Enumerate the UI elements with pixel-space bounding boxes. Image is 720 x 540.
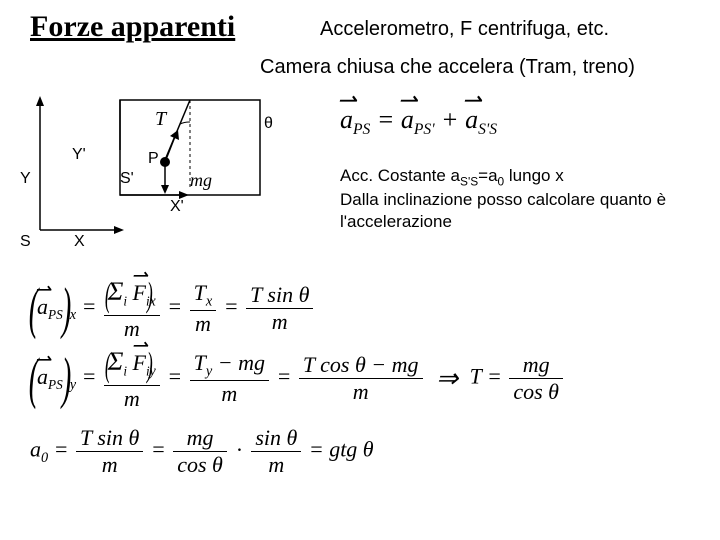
label-P: P — [148, 150, 159, 168]
force-diagram: θ Y' Y S S' X X' P T mg — [20, 90, 280, 250]
eq-x-component: (aPS)x = (Σi Fi)x m = Tx m = T sin θ m — [30, 275, 315, 342]
subtitle-caption: Camera chiusa che accelera (Tram, treno) — [260, 56, 635, 79]
label-Y: Y — [20, 170, 31, 188]
label-Xp: X' — [170, 198, 184, 216]
explanation-text: Acc. Costante aS'S=a0 lungo x Dalla incl… — [340, 165, 666, 232]
theta-label: θ — [264, 115, 273, 133]
label-T: T — [155, 108, 166, 131]
eq-y-component: (aPS)y = (Σi Fi)y m = Ty − mg m = T cos … — [30, 345, 565, 412]
vec-aPSp: a — [401, 105, 414, 135]
page-title: Forze apparenti — [30, 10, 235, 44]
vec-aSpS: a — [465, 105, 478, 135]
subtitle-right: Accelerometro, F centrifuga, etc. — [320, 18, 609, 41]
eq-aps-vector: aPS = aPS' + aS'S — [340, 105, 497, 139]
vec-aPS: a — [340, 105, 353, 135]
label-mg: mg — [190, 170, 212, 191]
label-Sp: S' — [120, 170, 134, 188]
label-X: X — [74, 233, 85, 251]
label-S: S — [20, 233, 31, 251]
eq-a0: a0 = T sin θ m = mg cos θ · sin θ m = gt… — [30, 425, 374, 478]
label-Yp: Y' — [72, 146, 86, 164]
